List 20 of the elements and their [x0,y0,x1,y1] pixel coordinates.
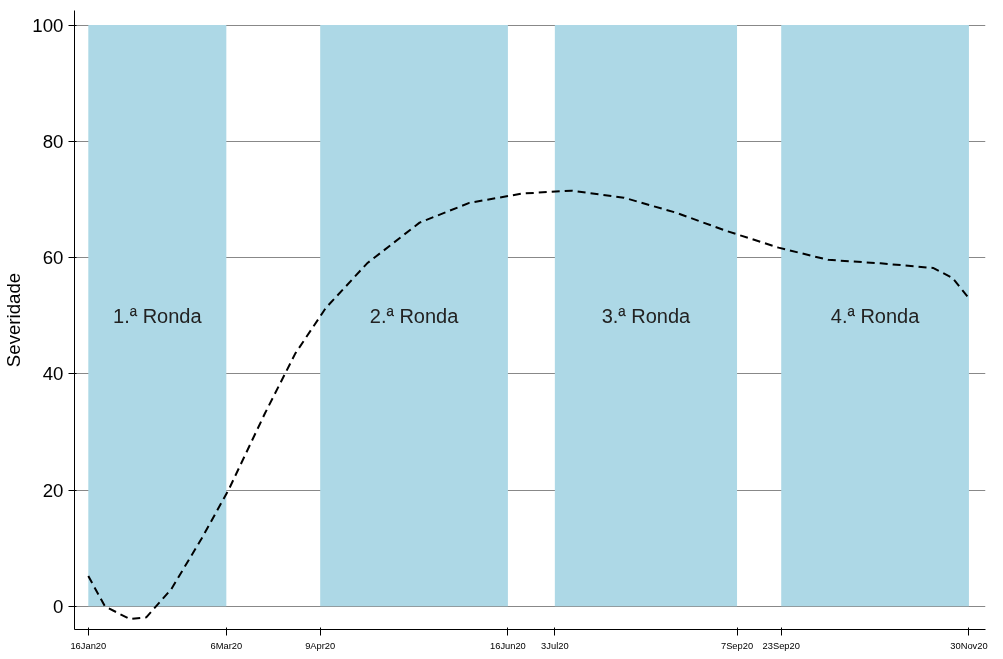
x-tick-label: 3Jul20 [541,640,569,651]
x-tick-label: 16Jan20 [70,640,107,651]
y-tick-label: 20 [42,479,64,501]
x-tick-label: 7Sep20 [720,640,754,651]
y-axis-title: Severidade [3,272,25,368]
band-label: 2.ª Ronda [369,304,460,327]
x-tick-label: 6Mar20 [210,640,243,651]
band-label: 3.ª Ronda [601,304,692,327]
line-series [87,189,970,621]
x-tick-label: 23Sep20 [762,640,800,651]
y-tick-label: 60 [42,247,64,269]
band-label: 1.ª Ronda [113,304,203,327]
y-tick-label: 80 [42,130,64,152]
y-tick-label: 0 [53,595,64,617]
y-tick-label: 40 [42,363,64,385]
y-tick-label: 100 [32,14,64,36]
x-tick-label: 9Apr20 [305,640,336,651]
x-tick-label: 16Jun20 [490,640,526,651]
band-label: 4.ª Ronda [830,304,921,327]
x-tick-label: 30Nov20 [950,640,988,651]
